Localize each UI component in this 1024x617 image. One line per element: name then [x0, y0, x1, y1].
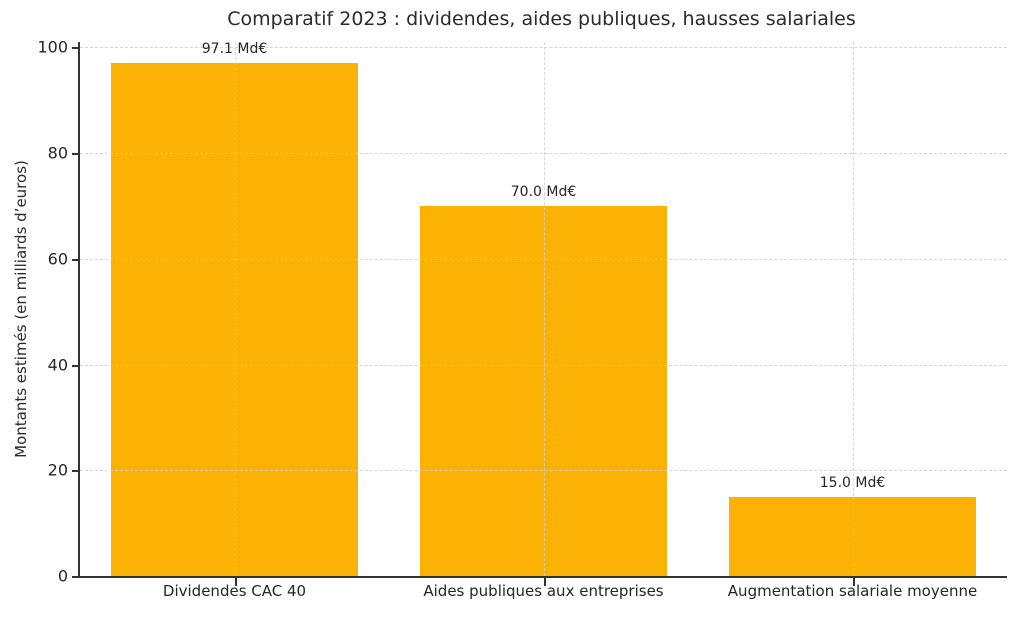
y-tick-mark-80 [72, 153, 78, 156]
bar-3 [728, 496, 977, 576]
y-tick-mark-20 [72, 470, 78, 473]
bar-value-label-1: 97.1 Md€ [201, 40, 268, 57]
y-tick-label-80: 80 [47, 143, 68, 163]
gridline-vertical-1 [234, 42, 236, 576]
y-tick-mark-100 [72, 47, 78, 50]
bar-value-label-2: 70.0 Md€ [510, 183, 577, 200]
y-tick-mark-60 [72, 258, 78, 261]
plot-area: 0 20 40 60 80 100 97.1 Md€ Dividendes CAC 40 70.… [37, 38, 1007, 600]
bar-1 [110, 62, 359, 576]
bar-value-label-3: 15.0 Md€ [819, 474, 886, 491]
y-tick-mark-40 [72, 364, 78, 367]
chart-title: Comparatif 2023 : dividendes, aides publ… [227, 8, 856, 30]
x-tick-mark-1 [234, 578, 237, 586]
gridline-vertical-2 [543, 42, 545, 576]
x-tick-mark-3 [852, 578, 855, 586]
x-tick-label-2: Aides publiques aux entreprises [423, 582, 664, 600]
y-tick-label-60: 60 [47, 249, 68, 269]
x-tick-label-3: Augmentation salariale moyenne [727, 582, 978, 600]
x-tick-label-1: Dividendes CAC 40 [162, 582, 307, 600]
y-tick-label-20: 20 [47, 460, 68, 480]
y-tick-label-40: 40 [47, 355, 68, 374]
bar-2 [419, 205, 668, 576]
x-tick-mark-2 [543, 578, 546, 586]
gridline-vertical-3 [852, 42, 854, 576]
y-axis-label: Montants estimés (en milliards d’euros) [12, 160, 30, 458]
y-tick-label-0: 0 [57, 566, 68, 586]
y-tick-mark-0 [72, 576, 78, 578]
y-tick-label-100: 100 [37, 37, 68, 57]
